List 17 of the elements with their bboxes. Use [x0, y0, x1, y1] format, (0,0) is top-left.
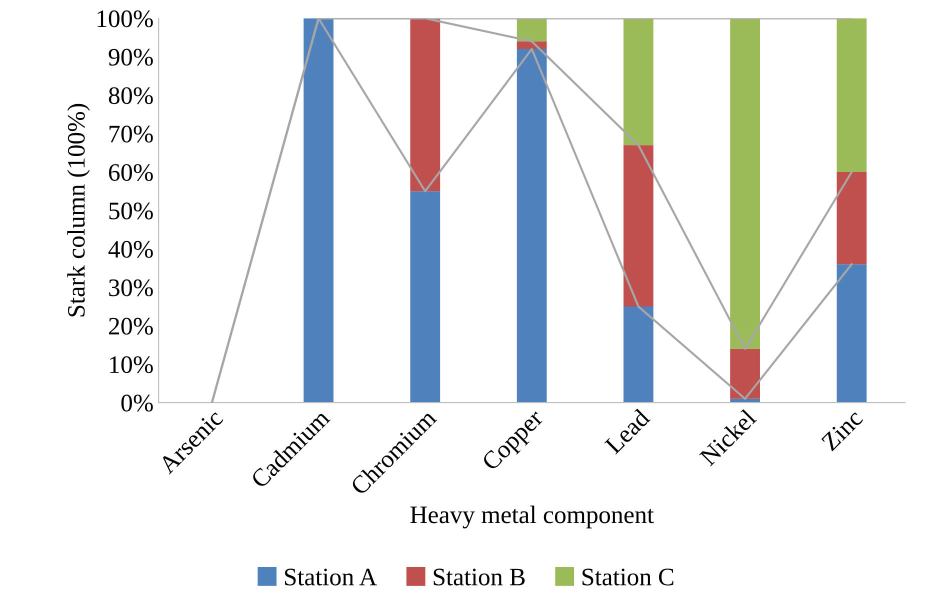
y-tick-label: 60%	[109, 164, 153, 182]
y-tick-label: 10%	[110, 356, 153, 374]
x-axis-title: Heavy metal component	[410, 506, 654, 528]
y-tick-label: 100%	[98, 10, 153, 28]
y-tick-label: 70%	[110, 126, 153, 143]
legend-label: Station C	[582, 568, 674, 586]
y-tick-label: 50%	[109, 202, 153, 220]
legend-label: Station B	[434, 568, 525, 586]
y-tick-label: 20%	[109, 318, 153, 335]
y-tick-label: 80%	[108, 87, 153, 104]
y-tick-label: 30%	[109, 279, 153, 296]
y-axis-title: Stark column (100%)	[67, 104, 90, 316]
x-tick-label: Zinc	[820, 408, 864, 452]
legend-label: Station A	[285, 568, 377, 586]
y-tick-label: 40%	[108, 240, 153, 258]
y-tick-label: 0%	[121, 394, 153, 412]
y-tick-label: 90%	[108, 48, 153, 66]
